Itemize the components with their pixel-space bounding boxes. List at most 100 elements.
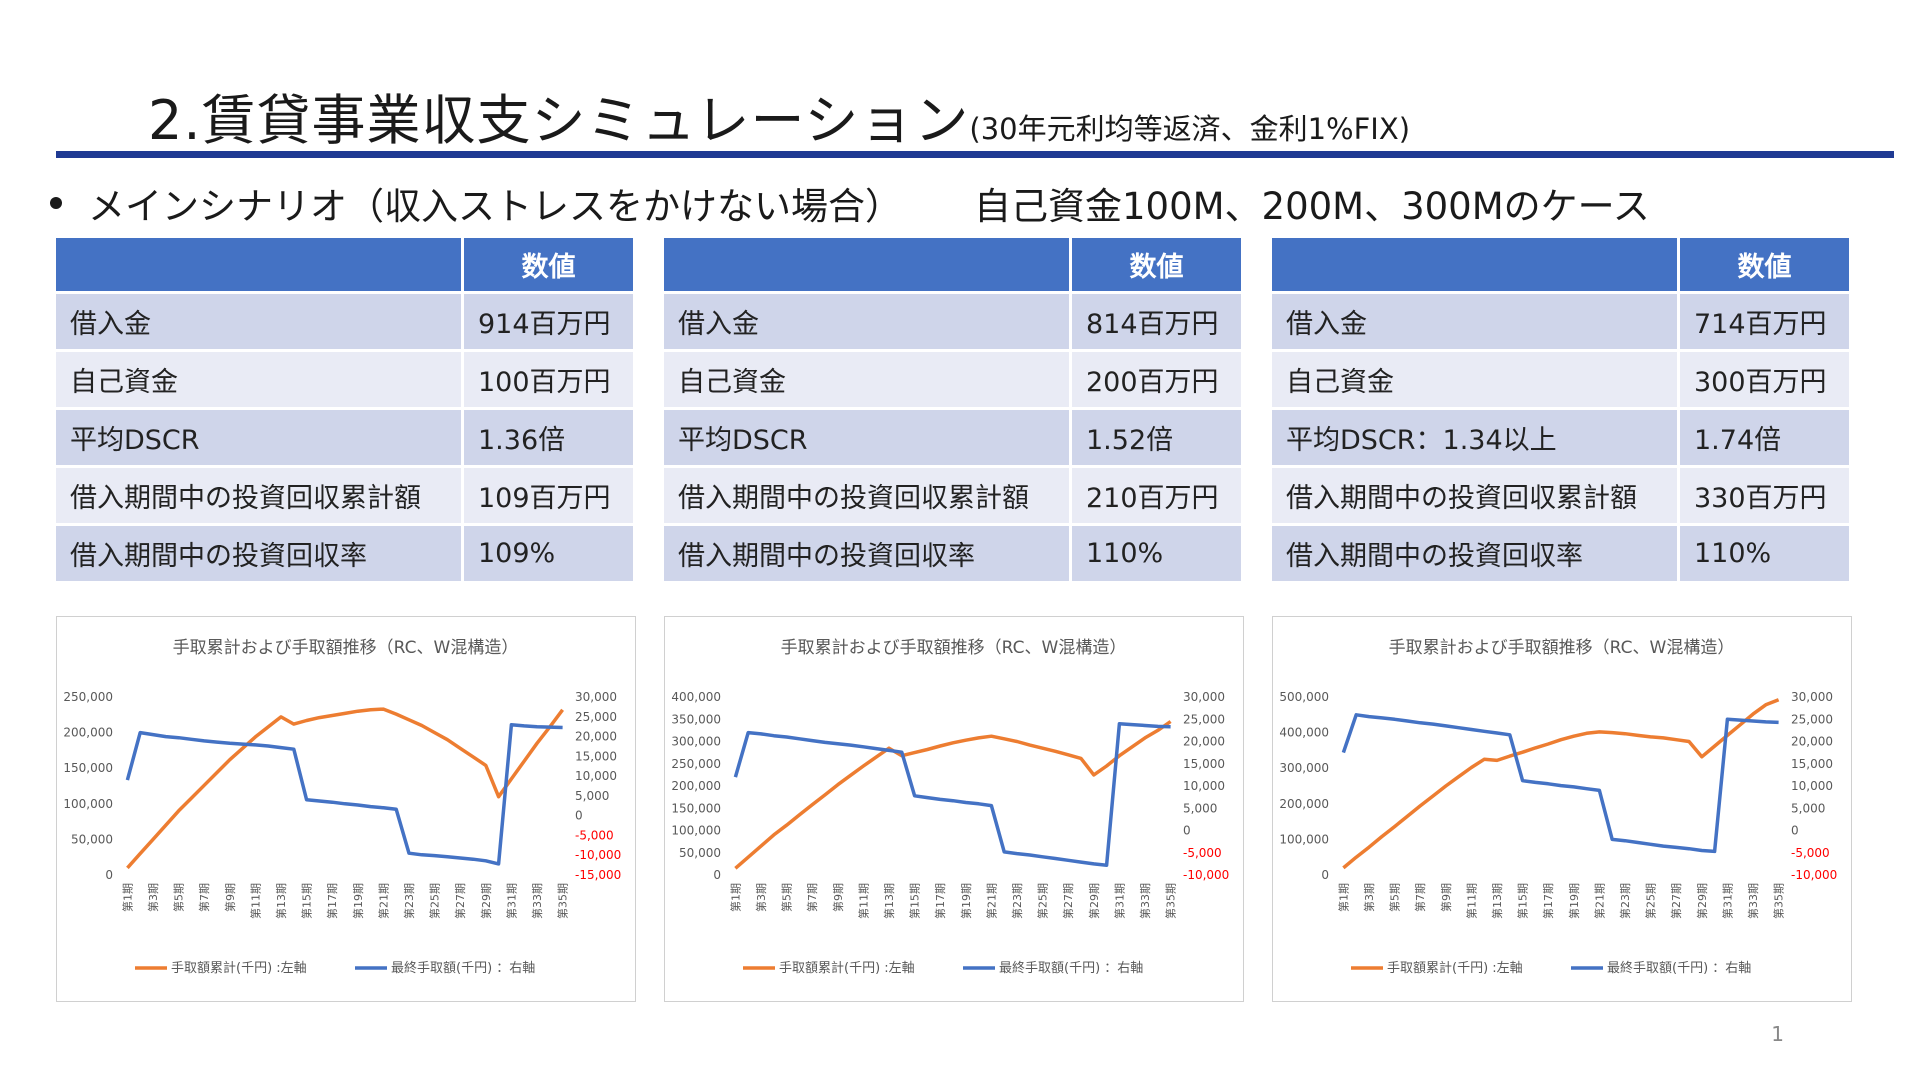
left-axis-tick-label: 300,000 bbox=[671, 735, 721, 749]
x-axis-tick-label: 第7期 bbox=[1413, 883, 1427, 912]
right-axis-tick-label: -10,000 bbox=[575, 848, 621, 862]
x-axis-tick-label: 第5期 bbox=[780, 883, 794, 912]
right-axis-tick-label: 25,000 bbox=[575, 710, 617, 724]
legend-label: 手取額累計(千円) :左軸 bbox=[1387, 960, 1523, 976]
row-label: 借入金 bbox=[1272, 294, 1680, 352]
left-axis-tick-label: 0 bbox=[105, 868, 113, 882]
left-axis-tick-label: 200,000 bbox=[671, 779, 721, 793]
left-axis-tick-label: 0 bbox=[713, 868, 721, 882]
legend-label: 手取額累計(千円) :左軸 bbox=[171, 960, 307, 976]
page-number: 1 bbox=[1771, 1022, 1784, 1046]
x-axis-tick-label: 第35期 bbox=[556, 883, 570, 919]
right-axis-tick-label: -10,000 bbox=[1791, 868, 1837, 882]
bullet-text-scenario: メインシナリオ（収入ストレスをかけない場合） bbox=[88, 185, 902, 228]
x-axis-tick-label: 第13期 bbox=[882, 883, 896, 919]
series-line-annual bbox=[733, 721, 1171, 867]
right-axis-tick-label: 5,000 bbox=[575, 789, 609, 803]
right-axis-tick-label: 0 bbox=[1791, 824, 1799, 838]
x-axis-tick-label: 第27期 bbox=[453, 883, 467, 919]
right-axis-tick-label: -5,000 bbox=[1791, 846, 1830, 860]
x-axis-tick-label: 第13期 bbox=[274, 883, 288, 919]
left-axis-tick-label: 400,000 bbox=[671, 690, 721, 704]
kpi-table-200m: 数値 借入金 814百万円 自己資金 200百万円 平均DSCR 1.52倍 借入期間… bbox=[664, 238, 1244, 584]
row-label: 自己資金 bbox=[56, 352, 464, 410]
right-axis-tick-label: 15,000 bbox=[1791, 757, 1833, 771]
x-axis-tick-label: 第19期 bbox=[959, 883, 973, 919]
row-label: 借入期間中の投資回収率 bbox=[56, 526, 464, 584]
left-axis-tick-label: 250,000 bbox=[63, 690, 113, 704]
row-label: 借入期間中の投資回収累計額 bbox=[664, 468, 1072, 526]
left-axis-tick-label: 300,000 bbox=[1279, 761, 1329, 775]
chart-200m: 手取累計および手取額推移（RC、W混構造） 400,000 350,000 300,0… bbox=[664, 616, 1244, 1002]
x-axis-tick-label: 第9期 bbox=[831, 883, 845, 912]
x-axis-tick-label: 第29期 bbox=[1087, 883, 1101, 919]
right-axis-tick-label: 30,000 bbox=[1183, 690, 1225, 704]
slide-title-sub: (30年元利均等返済、金利1%FIX) bbox=[969, 112, 1411, 146]
x-axis-tick-label: 第17期 bbox=[933, 883, 947, 919]
chart-title: 手取累計および手取額推移（RC、W混構造） bbox=[1389, 638, 1735, 658]
table-header-value: 数値 bbox=[464, 238, 636, 294]
x-axis-tick-label: 第35期 bbox=[1164, 883, 1178, 919]
table-row: 借入期間中の投資回収率 110% bbox=[664, 526, 1244, 584]
right-axis-tick-label: 10,000 bbox=[1183, 779, 1225, 793]
row-label: 借入金 bbox=[664, 294, 1072, 352]
row-value: 300百万円 bbox=[1680, 352, 1852, 410]
right-axis-tick-label: 10,000 bbox=[1791, 779, 1833, 793]
x-axis-tick-label: 第7期 bbox=[197, 883, 211, 912]
x-axis-tick-label: 第19期 bbox=[351, 883, 365, 919]
x-axis-tick-label: 第25期 bbox=[428, 883, 442, 919]
x-axis-tick-label: 第17期 bbox=[325, 883, 339, 919]
bullet-text-cases: 自己資金100M、200M、300Mのケース bbox=[974, 185, 1650, 228]
table-row: 借入期間中の投資回収率 109% bbox=[56, 526, 636, 584]
left-axis-tick-label: 200,000 bbox=[63, 726, 113, 740]
row-value: 714百万円 bbox=[1680, 294, 1852, 352]
x-axis-tick-label: 第29期 bbox=[1695, 883, 1709, 919]
right-axis-tick-label: 20,000 bbox=[1183, 735, 1225, 749]
x-axis-tick-label: 第9期 bbox=[223, 883, 237, 912]
left-axis-tick-label: 200,000 bbox=[1279, 797, 1329, 811]
series-line-cumulative bbox=[126, 707, 565, 870]
row-value: 1.52倍 bbox=[1072, 410, 1244, 468]
right-axis-tick-label: -10,000 bbox=[1183, 868, 1229, 882]
right-axis-tick-label: 25,000 bbox=[1183, 712, 1225, 726]
x-axis-tick-label: 第23期 bbox=[402, 883, 416, 919]
x-axis-tick-label: 第15期 bbox=[908, 883, 922, 919]
row-value: 330百万円 bbox=[1680, 468, 1852, 526]
x-axis-tick-label: 第9期 bbox=[1439, 883, 1453, 912]
table-row: 借入期間中の投資回収累計額 330百万円 bbox=[1272, 468, 1852, 526]
x-axis-tick-label: 第31期 bbox=[504, 883, 518, 919]
x-axis-tick-label: 第31期 bbox=[1112, 883, 1126, 919]
table-row: 借入期間中の投資回収累計額 109百万円 bbox=[56, 468, 636, 526]
x-axis-tick-label: 第35期 bbox=[1772, 883, 1786, 919]
kpi-table-300m: 数値 借入金 714百万円 自己資金 300百万円 平均DSCR：1.34以上 1.7… bbox=[1272, 238, 1852, 584]
x-axis-tick-label: 第3期 bbox=[146, 883, 160, 912]
row-label: 借入金 bbox=[56, 294, 464, 352]
x-axis-tick-label: 第33期 bbox=[1746, 883, 1760, 919]
row-value: 914百万円 bbox=[464, 294, 636, 352]
row-value: 100百万円 bbox=[464, 352, 636, 410]
left-axis-tick-label: 150,000 bbox=[63, 761, 113, 775]
x-axis-tick-label: 第1期 bbox=[120, 883, 134, 912]
row-value: 109% bbox=[464, 526, 636, 584]
x-axis-tick-label: 第5期 bbox=[172, 883, 186, 912]
right-axis-tick-label: -5,000 bbox=[1183, 846, 1222, 860]
row-value: 814百万円 bbox=[1072, 294, 1244, 352]
table-row: 借入金 714百万円 bbox=[1272, 294, 1852, 352]
x-axis-tick-label: 第15期 bbox=[300, 883, 314, 919]
x-axis-tick-label: 第25期 bbox=[1644, 883, 1658, 919]
row-value: 110% bbox=[1072, 526, 1244, 584]
table-row: 自己資金 100百万円 bbox=[56, 352, 636, 410]
left-axis-tick-label: 150,000 bbox=[671, 801, 721, 815]
table-header-value: 数値 bbox=[1680, 238, 1852, 294]
left-axis-tick-label: 350,000 bbox=[671, 712, 721, 726]
series-line-annual bbox=[1341, 713, 1779, 854]
x-axis-tick-label: 第7期 bbox=[805, 883, 819, 912]
table-row: 借入期間中の投資回収率 110% bbox=[1272, 526, 1852, 584]
right-axis-tick-label: 5,000 bbox=[1183, 801, 1217, 815]
right-axis-tick-label: 25,000 bbox=[1791, 712, 1833, 726]
left-axis-tick-label: 250,000 bbox=[671, 757, 721, 771]
right-axis-tick-label: 0 bbox=[1183, 824, 1191, 838]
left-axis-tick-label: 50,000 bbox=[71, 832, 113, 846]
right-axis-tick-label: -5,000 bbox=[575, 828, 614, 842]
x-axis-tick-label: 第15期 bbox=[1516, 883, 1530, 919]
